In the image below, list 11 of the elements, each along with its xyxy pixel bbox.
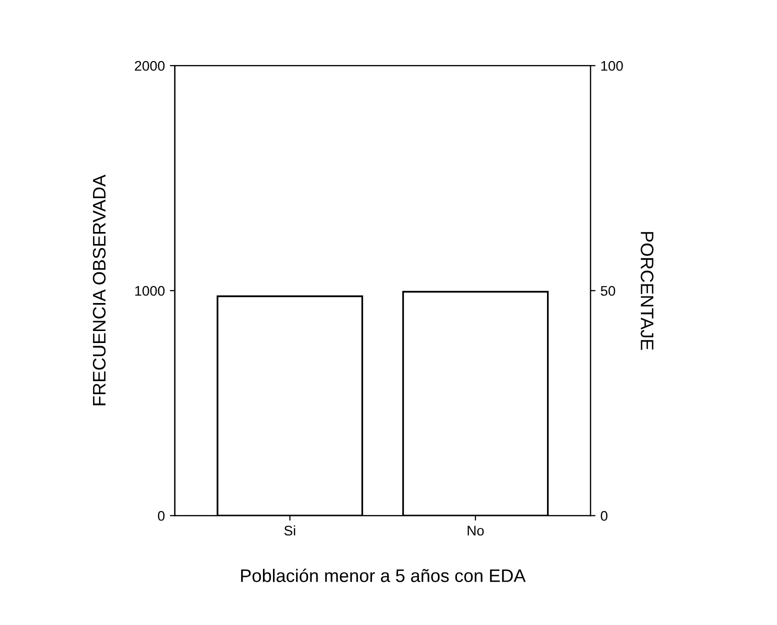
y-tick-label: 2000 [134, 60, 165, 71]
x-tick-label: No [468, 526, 484, 536]
y-tick-label: 0 [158, 510, 165, 521]
x-axis-title: Población menor a 5 años con EDA [241, 568, 526, 582]
y-axis-title: FRECUENCIA OBSERVADA [92, 174, 106, 406]
y2-axis-title: PORCENTAJE [640, 232, 654, 350]
y2-tick-label: 100 [601, 60, 623, 71]
y-tick-label: 1000 [135, 286, 165, 296]
y2-tick-label: 0 [600, 510, 608, 521]
x-tick-label: Si [284, 525, 296, 536]
y2-tick-label: 50 [600, 286, 616, 296]
